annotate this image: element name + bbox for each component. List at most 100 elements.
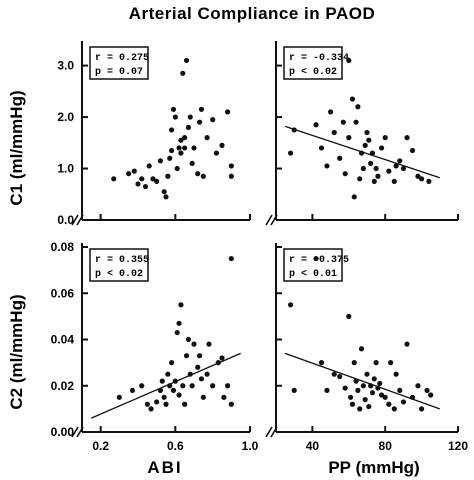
data-point (167, 383, 173, 389)
data-point (126, 171, 132, 177)
data-point (210, 383, 216, 389)
data-point (198, 376, 205, 382)
data-point (287, 150, 294, 156)
stats-box: r = 0.275 p = 0.07 (89, 46, 149, 80)
data-point (397, 387, 403, 393)
data-point (191, 145, 197, 151)
data-point (165, 173, 171, 179)
y-tick-label: 0.02 (51, 379, 75, 393)
data-point (185, 336, 191, 343)
data-point (346, 135, 352, 141)
data-point (351, 360, 357, 366)
data-point (369, 390, 376, 396)
data-point (331, 371, 337, 377)
data-point (178, 137, 184, 143)
data-point (351, 194, 357, 200)
data-point (159, 378, 165, 384)
data-point (170, 106, 177, 112)
x-tick-label: 1.0 (242, 439, 259, 453)
data-point (144, 401, 150, 407)
data-point (163, 194, 169, 200)
data-point (183, 353, 190, 359)
data-point (355, 104, 361, 110)
data-point (219, 355, 225, 361)
data-point (178, 302, 184, 308)
data-point (342, 385, 348, 391)
data-point (313, 255, 319, 262)
panels-group: 0.0 1.0 2.0 3.0 r = 0.275 p = 0.07 r = -0.334 p… (51, 41, 468, 453)
data-point (187, 114, 193, 120)
data-point (210, 117, 216, 123)
data-point (139, 383, 145, 389)
data-point (331, 129, 337, 136)
data-point (206, 341, 212, 347)
y-tick-label: 0.08 (51, 240, 75, 254)
data-point (163, 401, 169, 407)
data-point (371, 178, 377, 184)
data-point (393, 163, 399, 169)
data-point (419, 406, 425, 412)
data-point (357, 406, 363, 412)
data-point (174, 165, 180, 172)
data-point (369, 150, 376, 156)
data-point (318, 145, 325, 151)
x-tick-label: 80 (379, 439, 393, 453)
data-point (189, 383, 195, 389)
data-point (400, 399, 406, 405)
data-point (157, 158, 163, 164)
data-point (340, 119, 346, 125)
data-point (428, 392, 434, 398)
y-tick-label: 0.0 (57, 213, 74, 227)
data-point (362, 397, 368, 403)
data-point (342, 171, 348, 177)
data-point (368, 383, 374, 389)
data-point (169, 147, 175, 154)
data-point (375, 173, 381, 179)
axis-break-mark (265, 214, 278, 226)
data-point (373, 360, 379, 366)
data-point (368, 160, 374, 166)
data-point (225, 109, 231, 115)
x-tick-label: 40 (306, 439, 320, 453)
x-tick-label: 0.2 (92, 439, 109, 453)
data-point (176, 392, 182, 398)
data-point (142, 183, 149, 190)
regression-line (91, 352, 241, 419)
data-point (111, 176, 117, 182)
data-point (291, 127, 297, 133)
data-point (169, 127, 175, 133)
data-point (148, 406, 154, 412)
data-point (139, 176, 145, 182)
data-point (366, 403, 372, 410)
axis-break-mark (71, 214, 84, 226)
data-point (364, 129, 370, 136)
data-point (362, 142, 368, 148)
data-point (165, 371, 171, 377)
panel-bottom-right: 40 80 120 r = -0.375 p < 0.01 (265, 243, 468, 453)
data-point (357, 176, 363, 182)
stats-box: r = 0.355 p < 0.02 (89, 248, 149, 282)
data-point (391, 406, 397, 412)
stats-p: p = 0.07 (95, 67, 143, 78)
data-point (176, 145, 182, 151)
y-tick-label: 0.04 (51, 333, 75, 347)
data-point (424, 387, 430, 393)
regression-line (284, 352, 441, 410)
data-point (189, 160, 195, 166)
x-axis-label-abi: ABI (147, 458, 182, 477)
data-point (195, 364, 201, 370)
data-point (404, 135, 410, 141)
data-point (426, 178, 432, 184)
data-point (409, 147, 416, 154)
axis-break-mark (265, 426, 278, 438)
data-point (409, 394, 416, 400)
data-point (200, 173, 206, 179)
data-point (182, 145, 188, 151)
data-point (170, 387, 177, 393)
stats-r: r = -0.375 (289, 255, 349, 266)
data-point (219, 142, 225, 148)
data-point (180, 70, 186, 76)
data-point (358, 150, 365, 156)
data-point (415, 173, 421, 179)
data-point (154, 399, 160, 405)
